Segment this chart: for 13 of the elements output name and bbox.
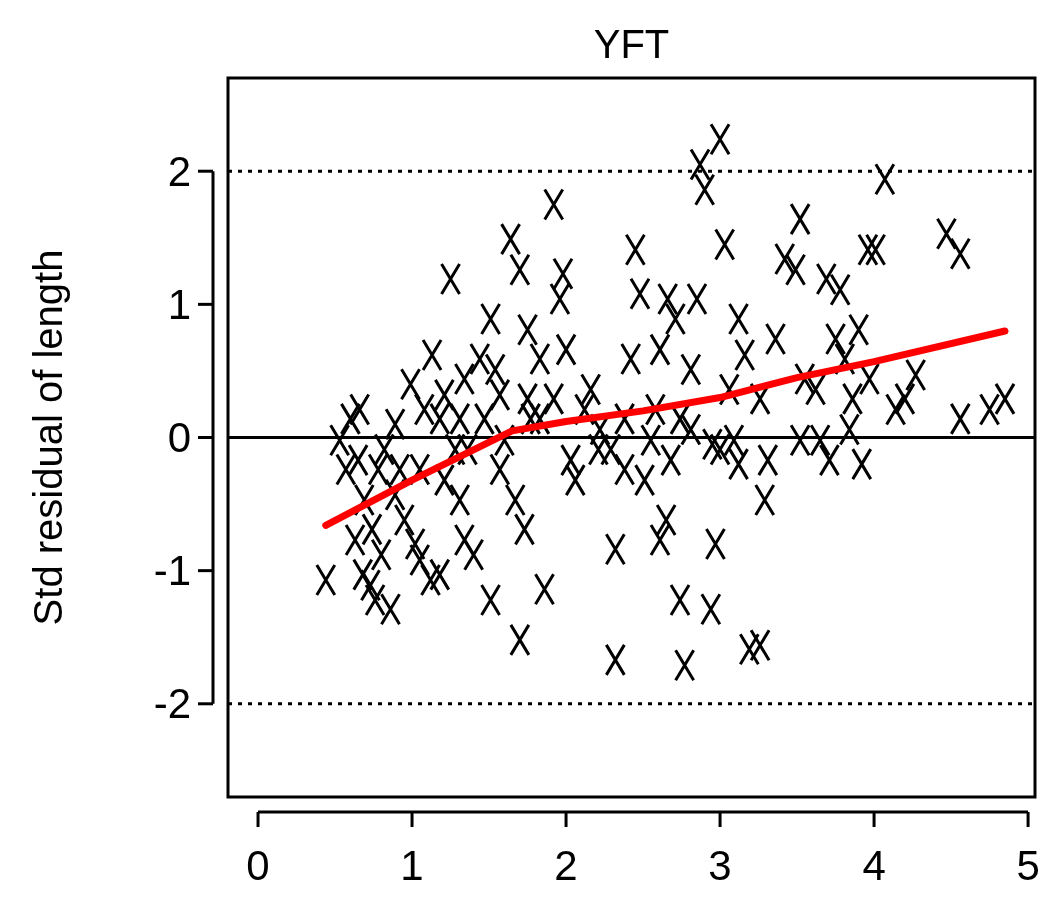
x-tick-label: 2 [554, 842, 578, 889]
x-tick-label: 4 [862, 842, 886, 889]
x-tick-label: 5 [1016, 842, 1040, 889]
y-axis-title: Std residual of length [26, 249, 70, 626]
y-tick-label: -2 [153, 680, 191, 728]
y-tick-label: 2 [167, 147, 191, 195]
x-tick-label: 0 [246, 842, 270, 889]
y-tick-label: 0 [167, 414, 191, 462]
x-tick-label: 3 [708, 842, 732, 889]
y-tick-label: -1 [153, 547, 191, 595]
y-tick-label: 1 [167, 281, 191, 329]
x-tick-label: 1 [400, 842, 424, 889]
chart-title: YFT [593, 22, 670, 66]
